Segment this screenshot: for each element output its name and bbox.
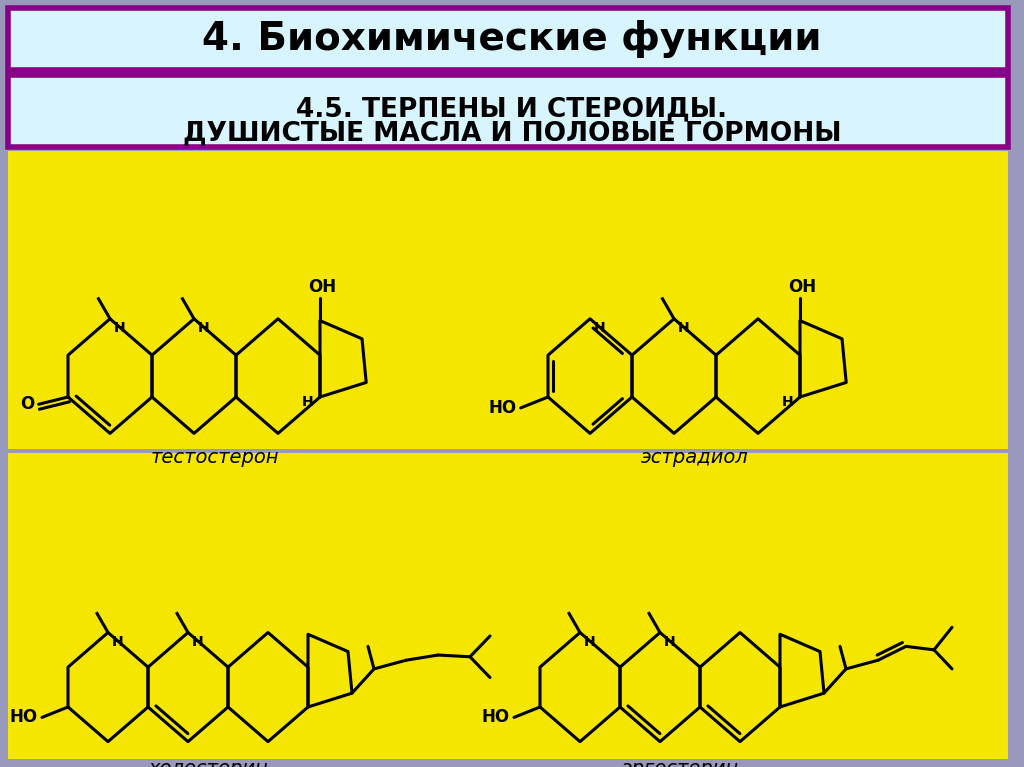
Text: OH: OH	[308, 278, 336, 295]
FancyBboxPatch shape	[8, 8, 1008, 70]
Text: ДУШИСТЫЕ МАСЛА И ПОЛОВЫЕ ГОРМОНЫ: ДУШИСТЫЕ МАСЛА И ПОЛОВЫЕ ГОРМОНЫ	[182, 120, 842, 146]
Text: H: H	[115, 321, 126, 335]
Text: H: H	[302, 395, 313, 409]
Text: H: H	[594, 321, 606, 335]
Text: H: H	[584, 634, 596, 649]
Text: OH: OH	[787, 278, 816, 295]
Text: тестостерон: тестостерон	[151, 448, 280, 467]
Bar	[8, 151, 1008, 449]
Text: 4.5. ТЕРПЕНЫ И СТЕРОИДЫ.: 4.5. ТЕРПЕНЫ И СТЕРОИДЫ.	[296, 96, 728, 122]
Text: 4. Биохимические функции: 4. Биохимические функции	[203, 20, 821, 58]
Text: холестерин: холестерин	[148, 759, 268, 767]
Text: H: H	[193, 634, 204, 649]
Text: H: H	[199, 321, 210, 335]
Text: O: O	[20, 395, 35, 413]
Text: H: H	[112, 634, 124, 649]
Bar	[8, 453, 1008, 759]
Text: эргостерин: эргостерин	[622, 759, 738, 767]
Text: H: H	[678, 321, 690, 335]
Text: HO: HO	[10, 709, 38, 726]
Text: HO: HO	[482, 709, 510, 726]
Text: H: H	[664, 634, 676, 649]
Text: H: H	[782, 395, 794, 409]
Text: HO: HO	[488, 399, 517, 417]
Text: эстрадиол: эстрадиол	[641, 448, 749, 467]
FancyBboxPatch shape	[8, 75, 1008, 147]
